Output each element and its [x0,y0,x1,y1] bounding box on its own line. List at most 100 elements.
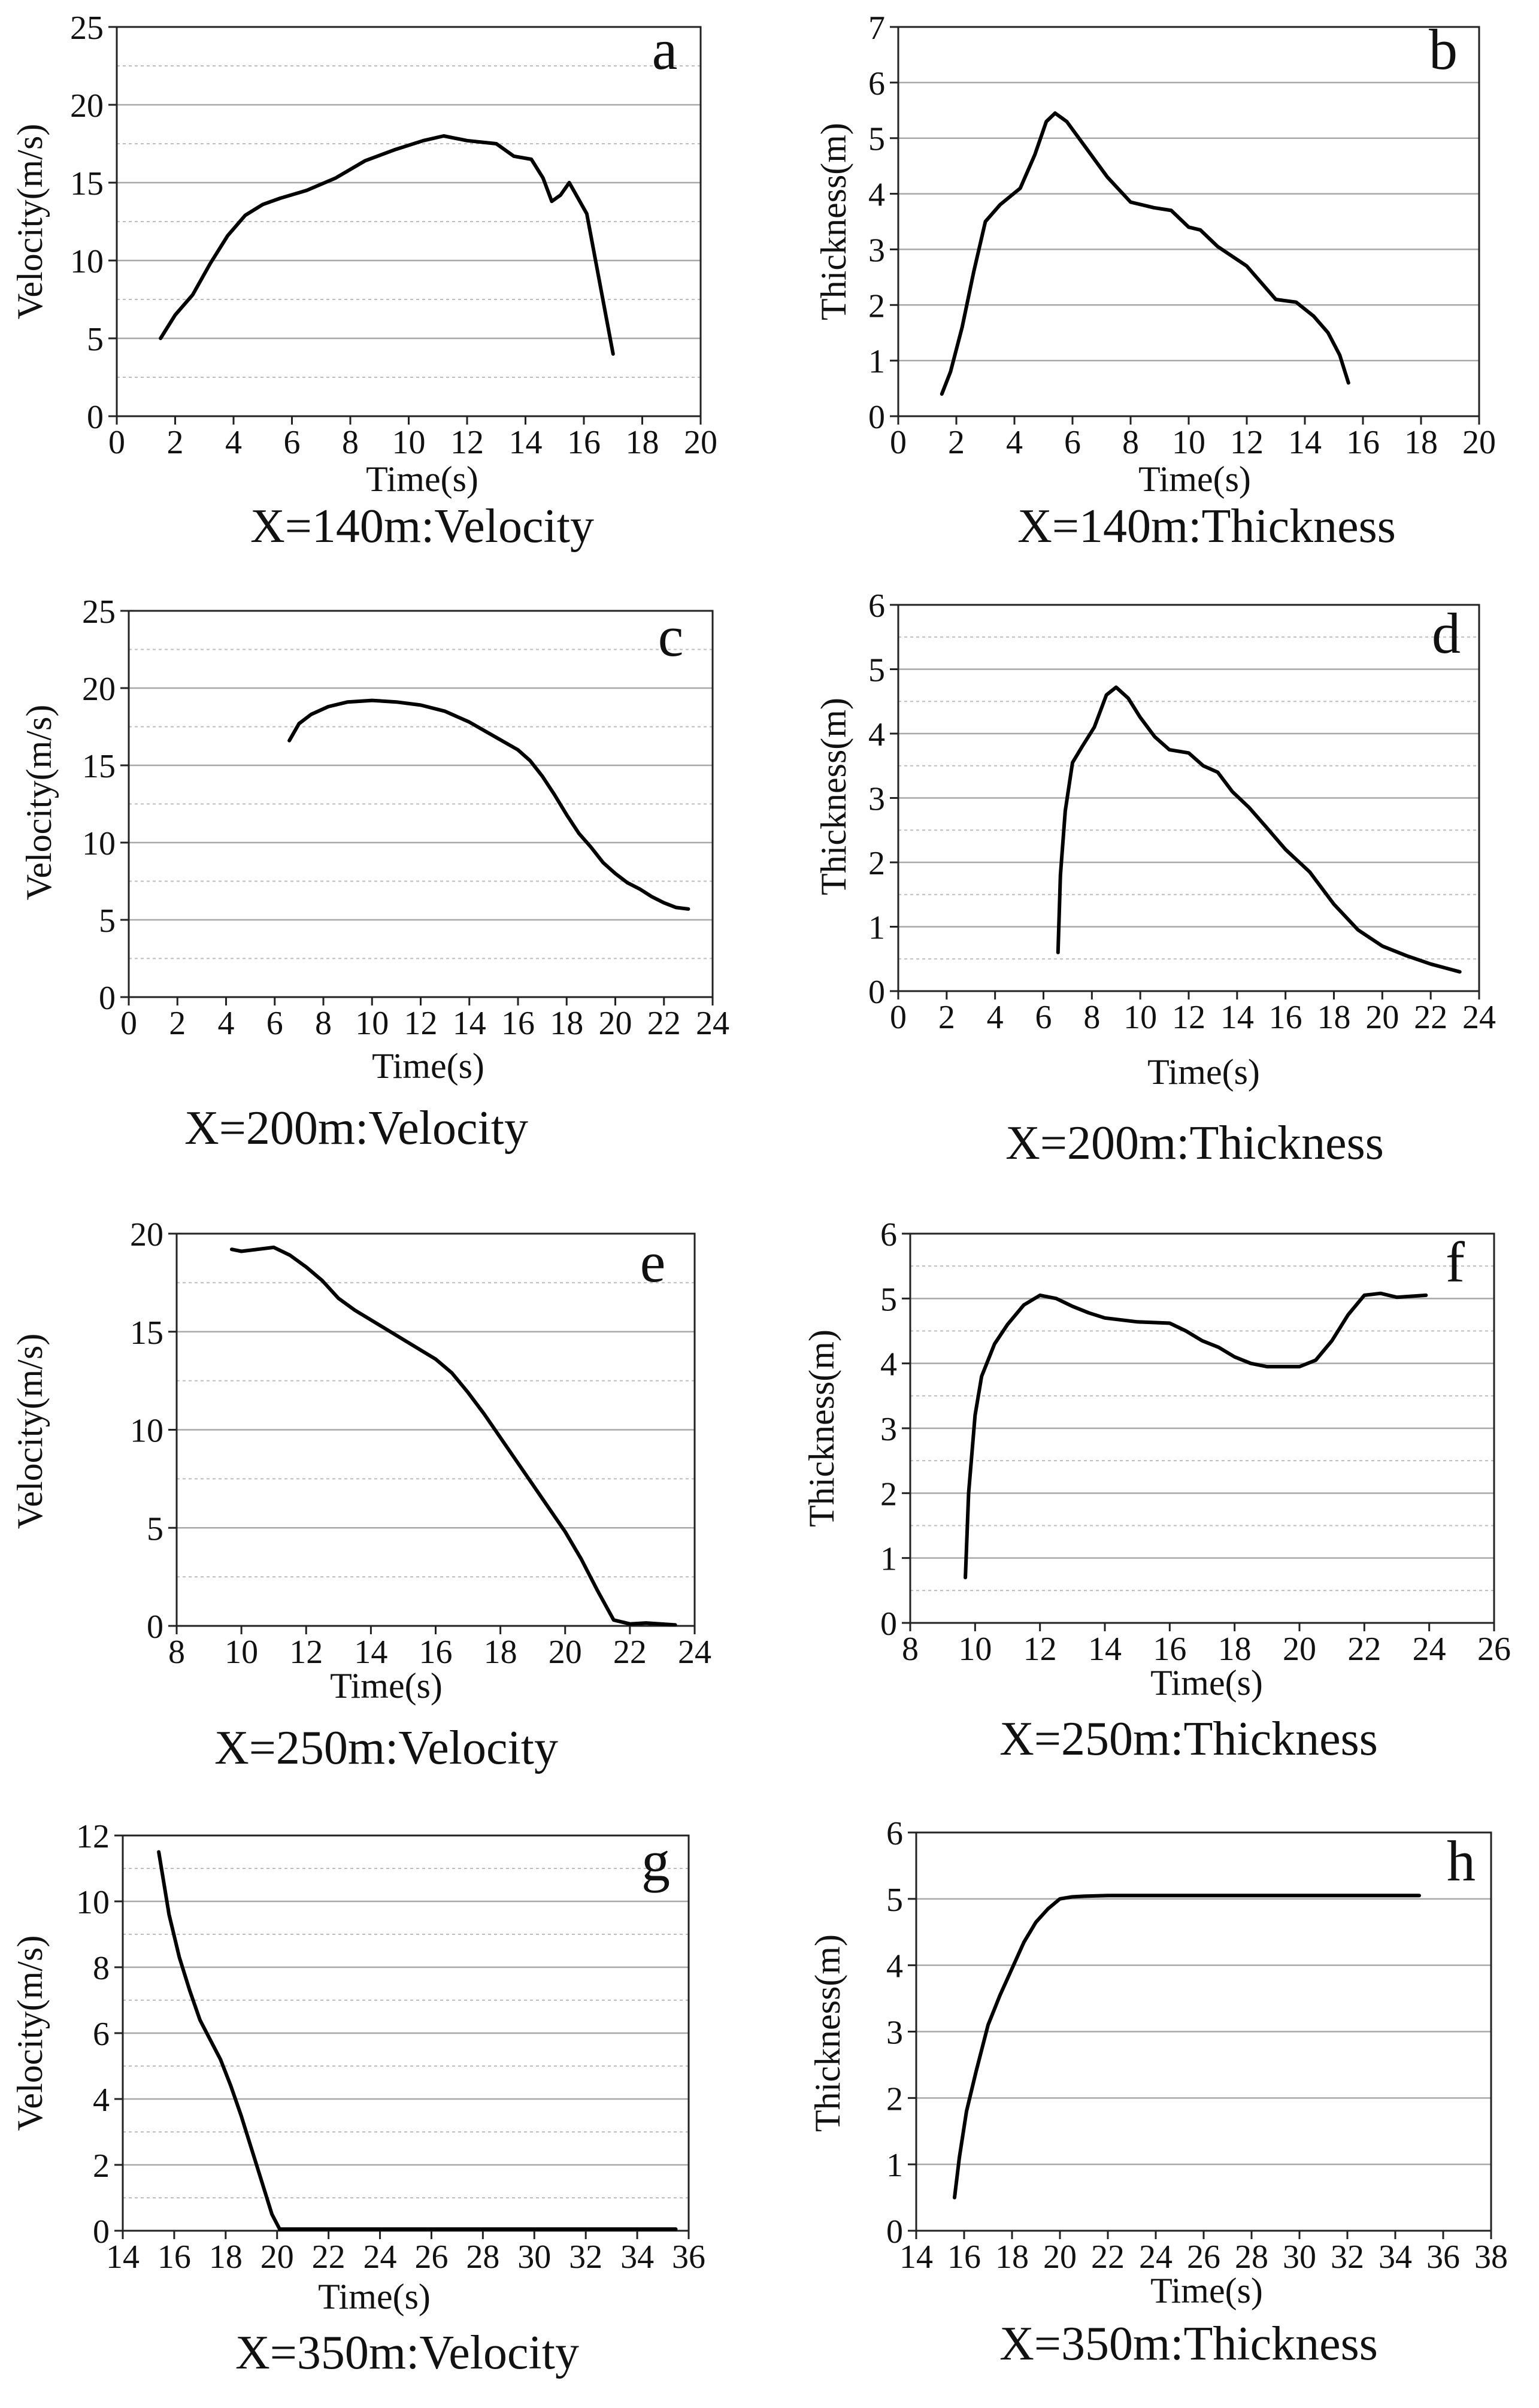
x-tick-label: 24 [678,1634,711,1671]
x-tick-label: 20 [684,424,717,461]
x-tick-label: 18 [550,1005,583,1042]
x-tick-label: 0 [120,1005,137,1042]
panel-caption: X=350m:Velocity [235,2327,579,2379]
x-tick-label: 14 [899,2239,933,2276]
x-tick-label: 4 [1006,424,1023,461]
x-tick-label: 34 [620,2239,654,2276]
y-tick-label: 0 [87,399,104,436]
x-tick-label: 18 [995,2239,1029,2276]
x-tick-label: 18 [626,424,659,461]
x-tick-label: 10 [355,1005,389,1042]
x-tick-label: 22 [613,1634,647,1671]
plot-frame [175,1232,696,1627]
panel-letter: e [640,1230,666,1294]
series-line-velocity [157,1850,678,2231]
x-tick-label: 6 [266,1005,283,1042]
y-axis-label: Thickness(m) [814,123,853,320]
panel-caption: X=250m:Thickness [999,1713,1378,1765]
y-tick-label: 10 [130,1413,163,1450]
x-axis-label: Time(s) [1138,459,1251,499]
x-tick-label: 12 [450,424,484,461]
y-axis-label: Thickness(m) [814,698,853,895]
y-tick-label: 3 [868,781,885,818]
x-tick-label: 18 [1317,999,1351,1036]
x-tick-label: 8 [168,1634,185,1671]
x-tick-label: 16 [1346,424,1380,461]
x-tick-label: 8 [342,424,359,461]
x-tick-label: 8 [1122,424,1139,461]
x-tick-label: 10 [1172,424,1205,461]
y-tick-label: 12 [76,1818,110,1855]
x-tick-label: 22 [647,1005,681,1042]
y-axis-label: Velocity(m/s) [10,1334,50,1529]
y-tick-label: 15 [70,165,104,202]
y-tick-label: 0 [147,1609,163,1646]
y-tick-label: 3 [886,2015,903,2052]
x-tick-label: 8 [1083,999,1100,1036]
x-tick-label: 16 [1153,1631,1186,1668]
y-tick-label: 6 [868,587,885,625]
y-axis-label: Velocity(m/s) [10,1936,50,2131]
y-tick-label: 2 [868,287,885,325]
y-tick-label: 5 [87,321,104,358]
y-tick-label: 1 [868,343,885,380]
y-tick-label: 20 [70,87,104,125]
y-tick-label: 0 [886,2213,903,2251]
x-tick-label: 18 [1218,1631,1252,1668]
y-tick-label: 1 [880,1541,897,1578]
y-tick-label: 0 [880,1606,897,1643]
y-axis-label: Velocity(m/s) [10,124,50,320]
y-tick-label: 2 [93,2147,110,2185]
y-tick-label: 7 [868,10,885,47]
x-tick-label: 8 [902,1631,919,1668]
y-axis-label: Velocity(m/s) [19,705,59,901]
y-tick-label: 5 [99,902,116,940]
y-tick-label: 0 [868,974,885,1011]
x-tick-label: 18 [1404,424,1438,461]
x-tick-label: 28 [466,2239,499,2276]
x-tick-label: 26 [1187,2239,1220,2276]
x-tick-label: 14 [106,2239,140,2276]
y-tick-label: 4 [886,1948,903,1985]
y-tick-label: 4 [868,177,885,214]
panel-letter: d [1432,601,1461,665]
x-tick-label: 4 [987,999,1004,1036]
panel-caption: X=140m:Velocity [250,500,594,553]
plot-frame [128,610,714,998]
x-tick-label: 16 [419,1634,453,1671]
x-tick-label: 4 [225,424,242,461]
x-tick-label: 14 [453,1005,486,1042]
x-tick-label: 4 [218,1005,235,1042]
y-tick-label: 25 [70,10,104,47]
panel-caption: X=140m:Thickness [1017,500,1396,553]
x-tick-label: 30 [1283,2239,1316,2276]
x-tick-label: 26 [414,2239,448,2276]
plot-frame [897,26,1480,417]
x-tick-label: 24 [696,1005,729,1042]
x-tick-label: 24 [1462,999,1496,1036]
y-tick-label: 6 [93,2016,110,2053]
panel-letter: b [1429,17,1458,81]
x-tick-label: 10 [1123,999,1157,1036]
x-tick-label: 0 [108,424,125,461]
series-line-thickness [1056,685,1462,974]
x-tick-label: 36 [672,2239,705,2276]
panel-letter: a [652,17,678,81]
x-tick-label: 22 [1414,999,1447,1036]
panel-letter: h [1447,1829,1476,1893]
x-tick-label: 16 [567,424,601,461]
x-tick-label: 16 [157,2239,191,2276]
x-tick-label: 6 [1064,424,1081,461]
x-tick-label: 20 [549,1634,582,1671]
x-tick-label: 6 [1035,999,1052,1036]
series-line-thickness [940,111,1350,396]
y-tick-label: 0 [93,2213,110,2251]
x-tick-label: 0 [890,424,907,461]
x-tick-label: 6 [284,424,301,461]
x-tick-label: 30 [517,2239,551,2276]
y-tick-label: 2 [880,1476,897,1513]
